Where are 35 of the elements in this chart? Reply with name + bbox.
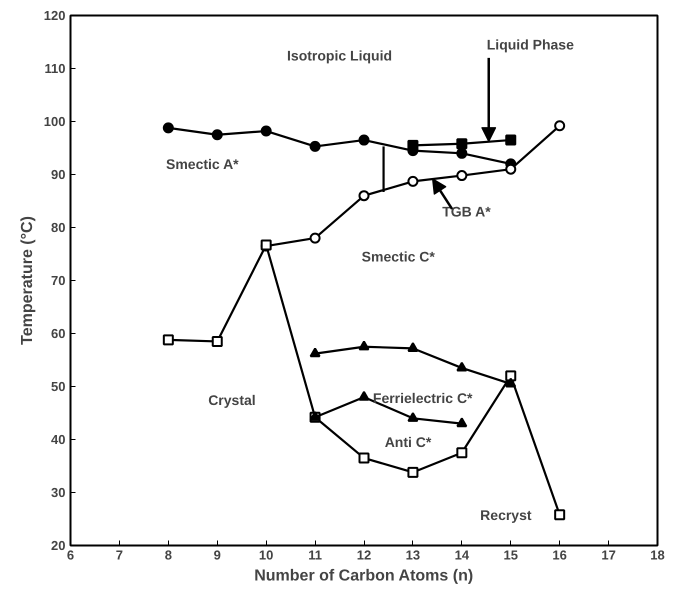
y-tick-label: 100	[44, 114, 66, 129]
x-tick-label: 7	[116, 548, 124, 562]
x-tick-label: 14	[454, 548, 470, 562]
y-tick-label: 40	[51, 432, 66, 447]
annotation: Smectic A*	[166, 156, 240, 172]
y-tick-label: 80	[51, 220, 66, 235]
annotation: Isotropic Liquid	[287, 47, 392, 64]
annotation: Smectic C*	[362, 248, 436, 265]
annotation: Liquid Phase	[486, 36, 574, 53]
x-tick-label: 8	[164, 548, 172, 562]
y-tick-label: 120	[44, 8, 66, 23]
y-tick-label: 50	[51, 379, 66, 394]
y-tick-label: 110	[44, 61, 66, 76]
y-tick-label: 60	[51, 326, 66, 341]
annotation: Recryst	[480, 506, 532, 523]
y-tick-label: 30	[51, 485, 66, 500]
x-tick-label: 12	[356, 548, 372, 562]
x-tick-label: 13	[406, 548, 420, 562]
x-tick-label: 11	[308, 548, 322, 562]
annotation: Anti C*	[384, 434, 432, 450]
y-tick-label: 90	[51, 167, 66, 182]
y-tick-label: 70	[51, 273, 66, 288]
x-tick-label: 10	[258, 548, 274, 562]
x-axis-title: Number of Carbon Atoms (n)	[254, 568, 474, 584]
x-tick-label: 16	[552, 548, 567, 562]
x-tick-label: 6	[66, 548, 74, 562]
y-tick-label: 20	[51, 538, 66, 553]
x-tick-label: 9	[214, 548, 221, 562]
annotation: TGB A*	[442, 204, 492, 220]
y-axis-title: Temperature (°C)	[18, 216, 36, 345]
x-tick-label: 15	[504, 548, 518, 562]
annotation: Crystal	[208, 392, 256, 408]
x-tick-label: 18	[650, 548, 665, 562]
annotation: Ferrielectric C*	[372, 390, 474, 406]
x-tick-label: 17	[601, 548, 616, 562]
